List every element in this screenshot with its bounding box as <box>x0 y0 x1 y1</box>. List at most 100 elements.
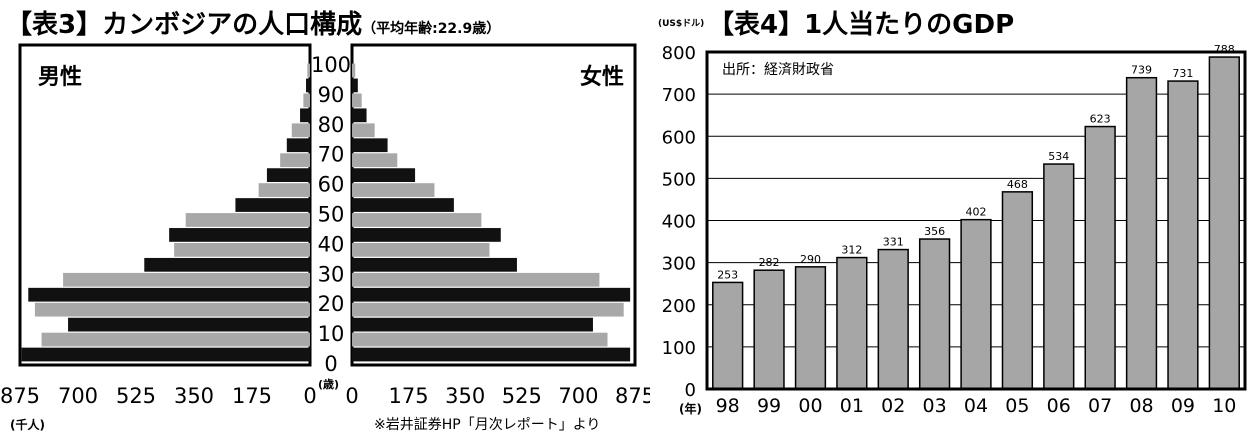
gdp-bar-03 <box>918 238 951 390</box>
male-x-tick-label: 350 <box>174 384 214 408</box>
gdp-y-tick-label: 700 <box>662 85 696 106</box>
female-bar-0-4 <box>352 347 631 362</box>
gdp-bar-08 <box>1125 76 1158 390</box>
age-tick-label: 0 <box>324 352 337 376</box>
age-tick-label: 10 <box>318 322 345 346</box>
age-tick-label: 20 <box>318 292 345 316</box>
female-bar-50-54 <box>352 198 454 212</box>
female-bar-90-94 <box>352 78 358 93</box>
male-bar-10-14 <box>68 317 310 332</box>
gdp-data-label: 623 <box>1090 113 1111 126</box>
population-chart-subtitle: （平均年齢:22.9歳） <box>362 21 501 37</box>
female-bar-35-39 <box>352 242 490 257</box>
population-pyramid-chart: 男性 女性 0 10 20 30 40 50 60 70 80 90 100 875 700 525 350… <box>0 43 650 408</box>
female-bar-80-84 <box>352 108 367 123</box>
male-bar-45-49 <box>185 213 310 227</box>
male-x-tick-label: 525 <box>116 384 156 408</box>
gdp-data-label: 731 <box>1172 67 1193 80</box>
gdp-y-tick-label: 300 <box>662 254 696 275</box>
female-bar-65-69 <box>352 153 398 168</box>
male-bar-0-4 <box>21 347 311 362</box>
gdp-data-label: 468 <box>1007 178 1028 191</box>
population-chart-title: 【表3】カンボジアの人口構成（平均年齢:22.9歳） <box>6 4 500 41</box>
gdp-bar-99 <box>753 269 785 390</box>
gdp-chart-title: 【表4】1人当たりのGDP <box>708 10 1015 40</box>
gdp-data-label: 312 <box>841 244 862 257</box>
gdp-bar-chart: 出所：経済財政省 0100200300400500600700800253982… <box>662 43 1247 417</box>
female-x-tick-label: 350 <box>445 384 485 408</box>
female-x-tick-label: 175 <box>389 384 429 408</box>
male-label: 男性 <box>38 65 82 90</box>
gdp-data-label: 739 <box>1131 64 1152 77</box>
gdp-y-tick-label: 600 <box>662 127 696 148</box>
gdp-y-tick-label: 100 <box>662 338 696 359</box>
gdp-data-label: 534 <box>1048 150 1069 163</box>
male-bar-55-59 <box>258 183 310 197</box>
gdp-y-tick-label: 500 <box>662 169 696 190</box>
gdp-data-label: 402 <box>966 206 987 219</box>
female-bar-45-49 <box>352 213 482 227</box>
gdp-source-note: 出所：経済財政省 <box>722 62 834 78</box>
male-bar-75-79 <box>291 123 310 138</box>
population-chart-title-main: 【表3】カンボジアの人口構成 <box>6 10 363 40</box>
male-x-tick-label: 875 <box>0 384 40 408</box>
age-tick-label: 90 <box>318 83 345 107</box>
female-bar-95-99 <box>352 63 356 78</box>
male-bar-20-24 <box>28 287 311 302</box>
gdp-bar-06 <box>1043 163 1075 390</box>
male-bar-25-29 <box>63 272 311 287</box>
gdp-y-tick-label: 0 <box>685 380 696 401</box>
age-tick-label: 40 <box>318 232 345 256</box>
female-bar-15-19 <box>352 302 624 317</box>
male-bar-85-89 <box>303 93 310 108</box>
gdp-data-label: 788 <box>1214 43 1235 56</box>
gdp-bar-05 <box>1001 191 1034 390</box>
gdp-y-tick-label: 200 <box>662 296 696 317</box>
gdp-data-label: 282 <box>759 256 780 269</box>
female-bar-10-14 <box>352 317 593 332</box>
gdp-y-tick-label: 800 <box>662 43 696 64</box>
gdp-bar-09 <box>1167 80 1199 390</box>
male-bar-30-34 <box>144 257 310 272</box>
gdp-x-tick-label: 01 <box>840 395 864 417</box>
female-x-tick-label: 0 <box>345 384 358 408</box>
age-tick-label: 100 <box>311 53 351 77</box>
male-bar-80-84 <box>300 108 310 123</box>
female-bar-60-64 <box>352 168 416 183</box>
gdp-data-label: 290 <box>800 253 821 266</box>
female-label: 女性 <box>580 64 624 90</box>
gdp-x-tick-label: 08 <box>1129 395 1153 417</box>
gdp-bar-98 <box>712 281 744 390</box>
gdp-plot-frame <box>705 50 1247 391</box>
male-bar-95-99 <box>307 63 310 78</box>
male-bar-15-19 <box>34 302 311 317</box>
female-bar-40-44 <box>352 228 501 242</box>
gdp-bar-01 <box>836 256 868 390</box>
age-tick-label: 30 <box>318 262 345 286</box>
male-bar-50-54 <box>235 198 310 212</box>
male-bar-40-44 <box>169 228 310 242</box>
gdp-data-label: 356 <box>924 225 945 238</box>
female-x-tick-label: 875 <box>615 384 650 408</box>
female-bar-55-59 <box>352 183 435 197</box>
population-source-note: ※岩井証券HP「月次レポート」より <box>374 417 601 433</box>
male-bar-60-64 <box>266 168 310 183</box>
gdp-x-tick-label: 05 <box>1005 395 1029 417</box>
female-x-tick-label: 525 <box>502 384 542 408</box>
gdp-data-label: 331 <box>883 236 904 249</box>
gdp-bar-02 <box>877 248 909 390</box>
male-x-tick-label: 175 <box>232 384 272 408</box>
gdp-x-tick-label: 99 <box>757 395 781 417</box>
age-tick-label: 50 <box>318 203 345 227</box>
male-bar-65-69 <box>280 153 310 168</box>
female-x-tick-label: 700 <box>558 384 598 408</box>
female-bar-70-74 <box>352 138 388 153</box>
female-bar-75-79 <box>352 123 375 138</box>
age-tick-label: 60 <box>318 173 345 197</box>
gdp-bar-10 <box>1208 56 1240 390</box>
female-bar-30-34 <box>352 257 517 272</box>
gdp-x-tick-label: 10 <box>1212 395 1236 417</box>
gdp-bar-04 <box>960 218 992 390</box>
male-bar-90-94 <box>306 78 310 93</box>
female-bar-20-24 <box>352 287 631 302</box>
